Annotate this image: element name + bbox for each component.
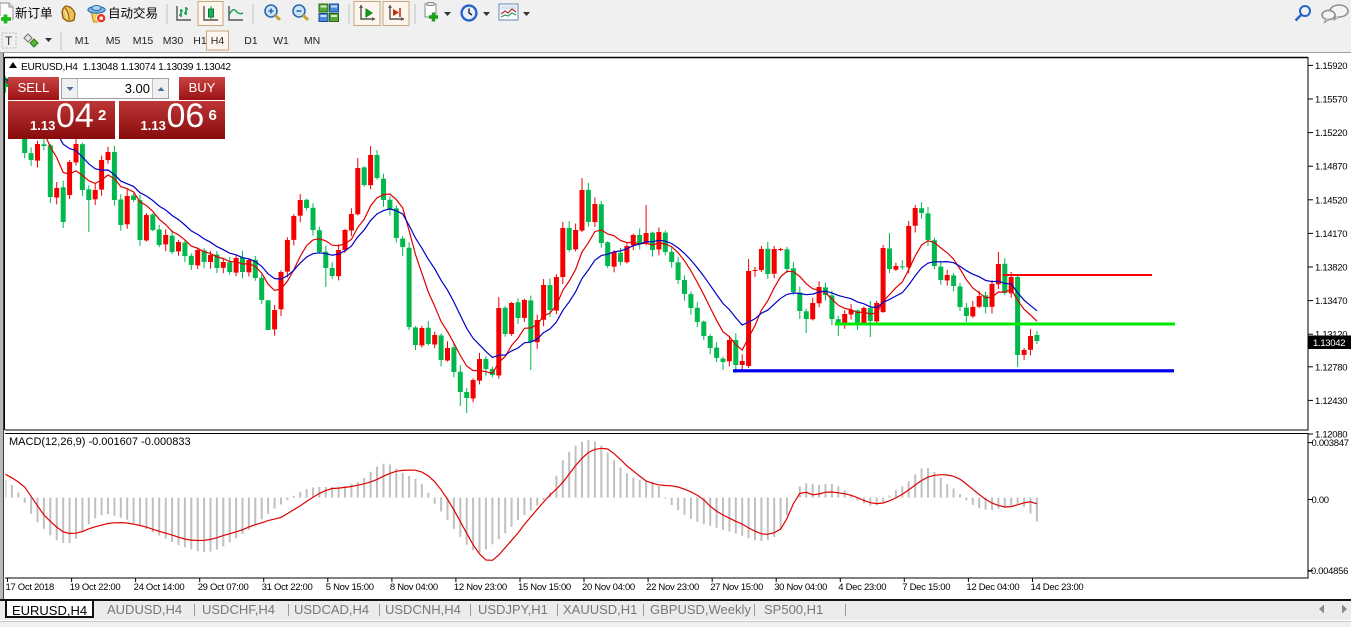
svg-text:EURUSD,H4 1.13048 1.13074 1.1: EURUSD,H4 1.13048 1.13074 1.13039 1.1304… bbox=[21, 62, 231, 73]
svg-text:5 Nov 15:00: 5 Nov 15:00 bbox=[326, 582, 374, 593]
svg-text:1.13042: 1.13042 bbox=[1313, 338, 1345, 349]
svg-text:8 Nov 04:00: 8 Nov 04:00 bbox=[390, 582, 438, 593]
svg-text:1.13120: 1.13120 bbox=[1315, 330, 1347, 341]
svg-text:27 Nov 15:00: 27 Nov 15:00 bbox=[710, 582, 763, 593]
svg-text:MACD(12,26,9) -0.001607 -0.000: MACD(12,26,9) -0.001607 -0.000833 bbox=[9, 436, 191, 448]
svg-text:新订单: 新订单 bbox=[15, 6, 53, 21]
svg-text:17 Oct 2018: 17 Oct 2018 bbox=[6, 582, 54, 593]
svg-text:-0.004856: -0.004856 bbox=[1308, 566, 1348, 577]
svg-text:自动交易: 自动交易 bbox=[108, 6, 158, 21]
svg-text:1.14170: 1.14170 bbox=[1315, 229, 1347, 240]
svg-text:1.15920: 1.15920 bbox=[1315, 61, 1347, 72]
svg-text:1.14870: 1.14870 bbox=[1315, 162, 1347, 173]
svg-text:1.12430: 1.12430 bbox=[1315, 396, 1347, 407]
svg-text:1.12780: 1.12780 bbox=[1315, 362, 1347, 373]
svg-text:29 Oct 07:00: 29 Oct 07:00 bbox=[198, 582, 249, 593]
svg-text:7 Dec 15:00: 7 Dec 15:00 bbox=[902, 582, 950, 593]
svg-text:1.15220: 1.15220 bbox=[1315, 128, 1347, 139]
svg-text:19 Oct 22:00: 19 Oct 22:00 bbox=[70, 582, 121, 593]
svg-text:15 Nov 15:00: 15 Nov 15:00 bbox=[518, 582, 571, 593]
svg-text:31 Oct 22:00: 31 Oct 22:00 bbox=[262, 582, 313, 593]
svg-text:12 Nov 23:00: 12 Nov 23:00 bbox=[454, 582, 507, 593]
svg-text:24 Oct 14:00: 24 Oct 14:00 bbox=[134, 582, 185, 593]
svg-text:0.003847: 0.003847 bbox=[1312, 438, 1349, 449]
svg-text:30 Nov 04:00: 30 Nov 04:00 bbox=[774, 582, 827, 593]
svg-text:0.00: 0.00 bbox=[1312, 495, 1329, 506]
svg-text:T: T bbox=[5, 34, 13, 48]
svg-text:14 Dec 23:00: 14 Dec 23:00 bbox=[1031, 582, 1084, 593]
svg-text:1.14520: 1.14520 bbox=[1315, 195, 1347, 206]
svg-text:12 Dec 04:00: 12 Dec 04:00 bbox=[966, 582, 1019, 593]
svg-text:1.15570: 1.15570 bbox=[1315, 95, 1347, 106]
svg-text:1.13820: 1.13820 bbox=[1315, 263, 1347, 274]
svg-text:1.12080: 1.12080 bbox=[1315, 430, 1347, 441]
svg-text:22 Nov 23:00: 22 Nov 23:00 bbox=[646, 582, 699, 593]
svg-text:20 Nov 04:00: 20 Nov 04:00 bbox=[582, 582, 635, 593]
svg-text:4 Dec 23:00: 4 Dec 23:00 bbox=[838, 582, 886, 593]
svg-text:1.13470: 1.13470 bbox=[1315, 296, 1347, 307]
